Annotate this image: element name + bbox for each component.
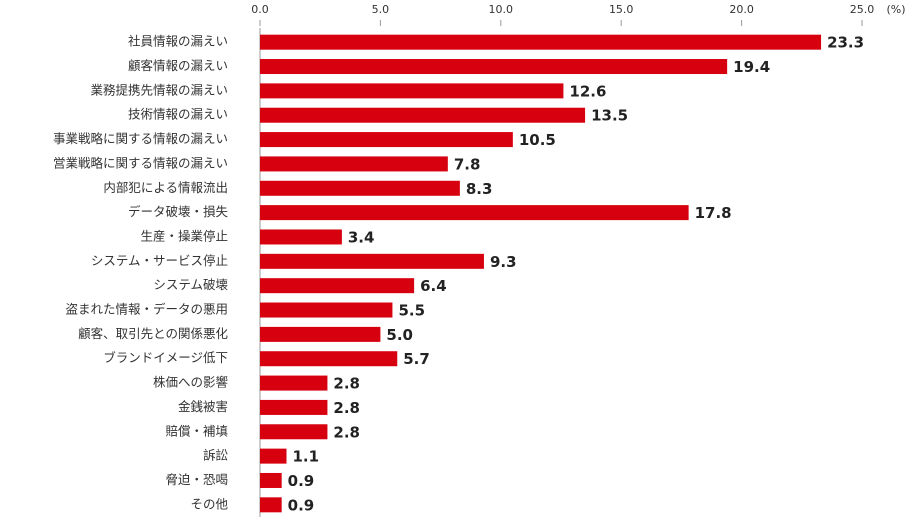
bar — [260, 497, 282, 513]
y-tick-label: 顧客、取引先との関係悪化 — [78, 326, 228, 341]
bar — [260, 399, 328, 415]
bar — [260, 132, 513, 148]
value-label: 2.8 — [333, 423, 360, 441]
y-tick-label: 営業戦略に関する情報の漏えい — [53, 155, 228, 170]
y-tick-label: 生産・操業停止 — [140, 228, 228, 243]
y-tick-label: 金銭被害 — [178, 399, 228, 414]
y-tick-label: 訴訟 — [203, 448, 229, 463]
bar — [260, 375, 328, 391]
value-label: 17.8 — [695, 204, 732, 222]
y-tick-label: 業務提携先情報の漏えい — [90, 82, 228, 97]
y-tick-label: ブランドイメージ低下 — [103, 350, 228, 365]
bar — [260, 205, 689, 221]
x-tick-label: 0.0 — [251, 3, 269, 16]
value-label: 2.8 — [333, 399, 360, 417]
bar — [260, 229, 342, 245]
bar — [260, 34, 822, 50]
bar — [260, 424, 328, 440]
y-tick-label: その他 — [190, 496, 228, 511]
value-label: 2.8 — [333, 375, 360, 393]
value-label: 0.9 — [288, 496, 315, 514]
value-label: 3.4 — [348, 228, 375, 246]
y-tick-label: 株価への影響 — [153, 375, 228, 390]
x-tick-label: 25.0 — [850, 3, 875, 16]
value-label: 12.6 — [569, 82, 606, 100]
bar — [260, 351, 398, 367]
value-label: 23.3 — [827, 34, 864, 52]
x-tick-label: 15.0 — [609, 3, 634, 16]
bar — [260, 472, 282, 488]
bar — [260, 83, 564, 99]
y-tick-label: 顧客情報の漏えい — [128, 58, 228, 73]
y-tick-label: 事業戦略に関する情報の漏えい — [53, 131, 228, 146]
value-label: 19.4 — [733, 58, 770, 76]
y-tick-label: データ破壊・損失 — [128, 204, 229, 219]
y-tick-label: 技術情報の漏えい — [128, 107, 228, 122]
bar — [260, 156, 448, 172]
y-tick-label: システム・サービス停止 — [91, 253, 228, 268]
value-label: 10.5 — [519, 131, 556, 149]
x-axis-unit: (%) — [886, 3, 905, 16]
x-tick-label: 20.0 — [729, 3, 754, 16]
bar — [260, 180, 460, 196]
bar — [260, 302, 393, 318]
value-label: 13.5 — [591, 107, 628, 125]
value-label: 1.1 — [292, 448, 319, 466]
bar — [260, 326, 381, 342]
y-tick-label: システム破壊 — [153, 277, 228, 292]
y-tick-label: 内部犯による情報流出 — [103, 180, 228, 195]
value-label: 6.4 — [420, 277, 447, 295]
y-tick-label: 社員情報の漏えい — [128, 34, 228, 49]
y-tick-label: 賠償・補填 — [165, 423, 228, 438]
bar — [260, 59, 728, 75]
value-label: 7.8 — [454, 155, 481, 173]
value-label: 8.3 — [466, 180, 493, 198]
bar — [260, 253, 484, 269]
y-tick-label: 脅迫・恐喝 — [165, 472, 228, 487]
y-tick-label: 盗まれた情報・データの悪用 — [65, 302, 228, 317]
bar — [260, 448, 287, 464]
bar — [260, 107, 586, 123]
value-label: 5.5 — [398, 302, 425, 320]
x-tick-label: 5.0 — [372, 3, 390, 16]
bar — [260, 278, 415, 294]
x-tick-label: 10.0 — [489, 3, 514, 16]
value-label: 5.0 — [386, 326, 413, 344]
value-label: 9.3 — [490, 253, 517, 271]
value-label: 5.7 — [403, 350, 430, 368]
value-label: 0.9 — [288, 472, 315, 490]
